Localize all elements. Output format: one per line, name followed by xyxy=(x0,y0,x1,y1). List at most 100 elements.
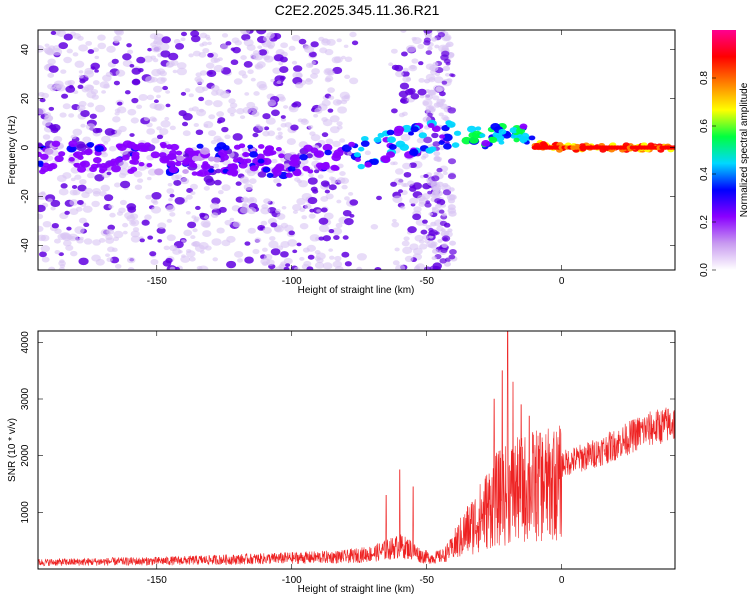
noise-dot xyxy=(370,224,379,230)
noise-dot xyxy=(299,207,306,212)
ridge-dot xyxy=(68,140,78,148)
noise-dot xyxy=(188,256,196,262)
noise-dot xyxy=(328,248,334,252)
noise-dot xyxy=(318,236,325,241)
noise-dot xyxy=(213,135,222,142)
ridge-dot xyxy=(370,158,379,166)
noise-dot xyxy=(58,260,66,267)
snr-x-tick-label: -50 xyxy=(419,575,434,586)
noise-dot xyxy=(199,212,206,218)
noise-dot xyxy=(130,117,139,124)
noise-dot xyxy=(119,168,130,176)
noise-dot xyxy=(156,227,166,234)
noise-dot xyxy=(105,234,113,241)
noise-dot xyxy=(429,265,439,270)
noise-dot xyxy=(343,44,349,49)
noise-dot xyxy=(442,171,448,175)
noise-dot xyxy=(291,34,301,42)
noise-dot xyxy=(106,171,112,176)
noise-dot xyxy=(66,48,73,54)
ridge-dot xyxy=(100,163,108,169)
noise-dot xyxy=(164,116,170,121)
ridge-dot xyxy=(443,143,452,150)
ridge-dot xyxy=(498,128,507,135)
noise-dot xyxy=(323,212,334,220)
snr-data xyxy=(38,331,675,567)
noise-dot xyxy=(198,52,207,58)
noise-dot xyxy=(244,256,254,264)
noise-dot xyxy=(403,67,409,72)
noise-dot xyxy=(160,120,171,128)
noise-dot xyxy=(270,248,281,256)
noise-dot xyxy=(443,35,451,41)
noise-dot xyxy=(74,60,85,68)
noise-dot xyxy=(38,225,44,233)
noise-dot xyxy=(154,103,165,111)
colorbar: 0.0 0.2 0.4 0.6 0.8 Normalized spectral ampl… xyxy=(699,30,750,277)
noise-dot xyxy=(320,207,328,213)
noise-dot xyxy=(72,128,83,136)
noise-dot xyxy=(260,207,271,215)
ridge-dot xyxy=(354,157,361,162)
noise-dot xyxy=(322,235,331,242)
ridge-dot xyxy=(89,166,97,173)
noise-dot xyxy=(258,83,268,91)
noise-dot xyxy=(413,206,422,213)
noise-dot xyxy=(307,254,315,260)
noise-dot xyxy=(435,190,443,197)
ridge-dot xyxy=(471,130,482,139)
noise-dot xyxy=(210,57,219,64)
noise-dot xyxy=(331,227,343,235)
ridge-dot xyxy=(287,165,296,172)
noise-dot xyxy=(268,240,279,249)
noise-dot xyxy=(300,118,309,125)
noise-dot xyxy=(432,95,440,101)
ridge-dot xyxy=(278,153,285,159)
noise-dot xyxy=(118,207,126,214)
noise-dot xyxy=(217,189,224,195)
noise-dot xyxy=(89,113,97,119)
noise-dot xyxy=(286,138,296,145)
noise-dot xyxy=(206,36,211,41)
noise-dot xyxy=(448,194,457,201)
noise-dot xyxy=(149,251,157,257)
noise-dot xyxy=(428,105,435,110)
noise-dot xyxy=(48,65,59,73)
noise-dot xyxy=(169,193,175,198)
noise-dot xyxy=(280,115,286,119)
noise-dot xyxy=(156,77,166,84)
noise-dot xyxy=(151,44,162,53)
noise-dot xyxy=(83,238,93,245)
noise-dot xyxy=(239,176,249,184)
noise-dot xyxy=(80,123,86,128)
noise-dot xyxy=(51,48,63,56)
ridge-dot xyxy=(409,148,419,156)
noise-dot xyxy=(446,41,454,48)
ridge-dot xyxy=(479,133,486,138)
ridge-dot xyxy=(481,140,491,147)
noise-dot xyxy=(78,217,87,224)
noise-dot xyxy=(195,129,204,136)
ridge-dot xyxy=(130,166,138,172)
noise-dot xyxy=(76,143,87,152)
noise-dot xyxy=(152,40,158,45)
noise-dot xyxy=(254,237,262,243)
noise-dot xyxy=(144,214,152,221)
noise-dot xyxy=(122,230,128,235)
noise-dot xyxy=(281,205,287,210)
noise-dot xyxy=(328,229,335,234)
noise-dot xyxy=(224,219,232,226)
ridge-dot xyxy=(249,165,259,172)
noise-dot xyxy=(437,239,443,243)
noise-dot xyxy=(333,235,340,240)
noise-dot xyxy=(91,254,101,262)
noise-dot xyxy=(432,61,439,67)
colorbar-tick-label: 0.0 xyxy=(699,263,710,277)
noise-dot xyxy=(390,48,398,54)
ridge-dot xyxy=(44,148,54,155)
noise-dot xyxy=(60,69,67,74)
noise-dot xyxy=(313,169,320,174)
colorbar-tick-label: 0.6 xyxy=(699,119,710,133)
ridge-dot xyxy=(48,162,58,170)
noise-dot xyxy=(167,52,179,61)
